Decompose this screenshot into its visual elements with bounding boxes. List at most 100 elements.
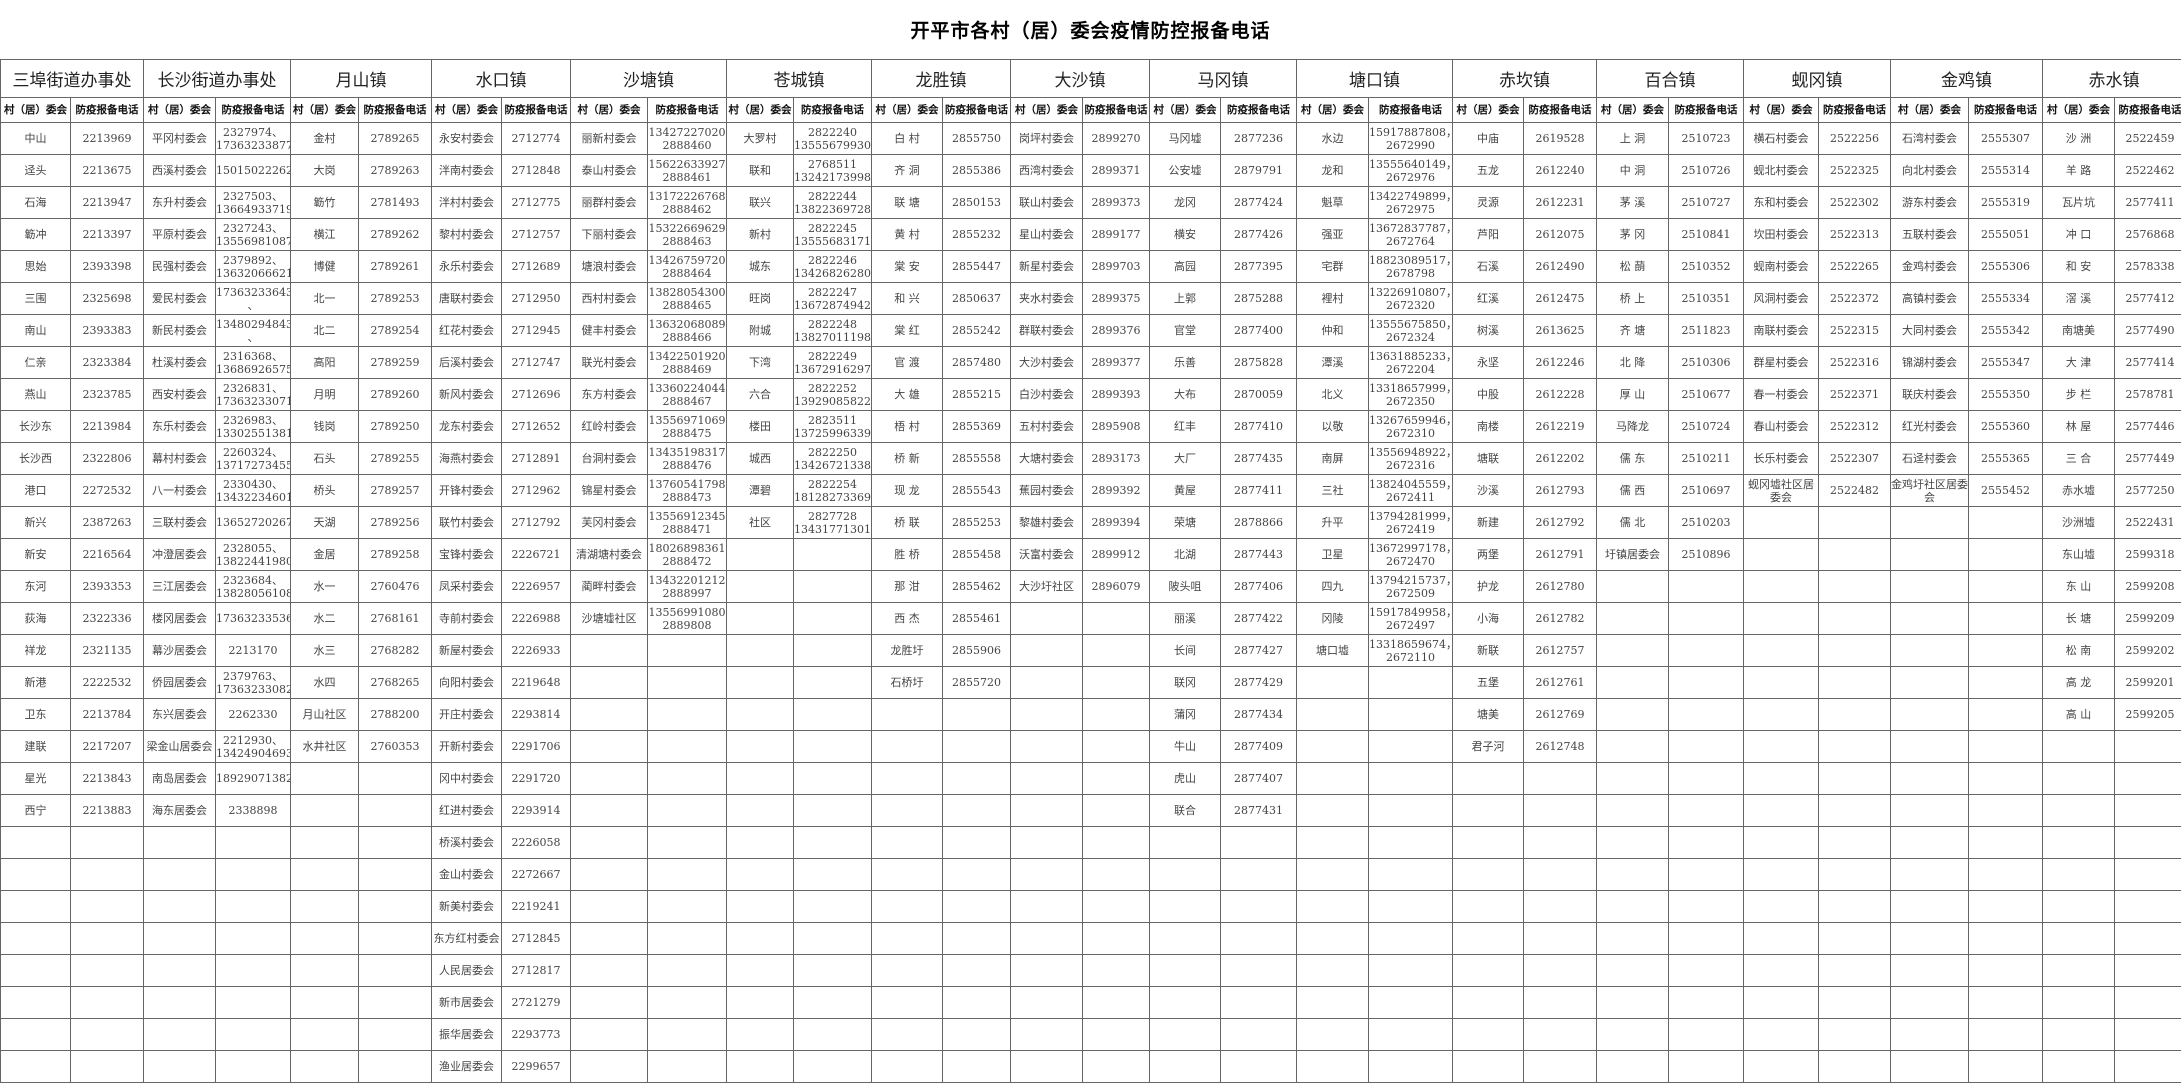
phone-cell: [1969, 763, 2043, 795]
committee-cell: 侨园居委会: [144, 667, 216, 699]
phone-cell: [648, 1019, 727, 1051]
phone-cell: [1669, 1019, 1744, 1051]
phone-cell: 13226910807， 2672320: [1369, 283, 1453, 315]
phone-cell: 2613625: [1524, 315, 1597, 347]
phone-cell: [1819, 923, 1891, 955]
phone-cell: 2877424: [1221, 187, 1297, 219]
phone-cell: 18929071382: [216, 763, 291, 795]
phone-cell: 2896079: [1083, 571, 1150, 603]
committee-cell: [1453, 795, 1524, 827]
committee-cell: [571, 635, 648, 667]
committee-cell: 杜溪村委会: [144, 347, 216, 379]
phone-cell: [1819, 891, 1891, 923]
phone-cell: [1969, 731, 2043, 763]
committee-cell: 东河: [1, 571, 71, 603]
phone-cell: 2555360: [1969, 411, 2043, 443]
committee-cell: [1597, 731, 1669, 763]
phone-cell: [1369, 731, 1453, 763]
phone-cell: [1819, 699, 1891, 731]
committee-cell: 新民村委会: [144, 315, 216, 347]
phone-cell: [71, 827, 144, 859]
committee-cell: 大岗: [291, 155, 359, 187]
committee-cell: [2043, 763, 2115, 795]
phone-cell: 2877409: [1221, 731, 1297, 763]
phone-cell: 2822246 13426826280: [794, 251, 872, 283]
phone-cell: [2115, 1019, 2181, 1051]
committee-cell: [1744, 1051, 1819, 1083]
committee-cell: 高阳: [291, 347, 359, 379]
committee-cell: [1011, 955, 1083, 987]
phone-cell: [794, 603, 872, 635]
phone-column-header: 防疫报备电话: [1369, 98, 1453, 123]
phone-cell: 2855462: [943, 571, 1011, 603]
committee-cell: 芙冈村委会: [571, 507, 648, 539]
committee-cell: 红溪: [1453, 283, 1524, 315]
phone-cell: [1969, 1019, 2043, 1051]
committee-cell: 清湖塘村委会: [571, 539, 648, 571]
phone-cell: [1969, 987, 2043, 1019]
committee-cell: 东方红村委会: [432, 923, 502, 955]
phone-cell: [794, 795, 872, 827]
phone-cell: 2612757: [1524, 635, 1597, 667]
phone-cell: 13632068089 2888466: [648, 315, 727, 347]
phone-cell: 2768161: [359, 603, 432, 635]
committee-cell: 寺前村委会: [432, 603, 502, 635]
committee-cell: [1, 827, 71, 859]
committee-cell: 高 山: [2043, 699, 2115, 731]
committee-cell: 中 洞: [1597, 155, 1669, 187]
phone-cell: 13435198317 2888476: [648, 443, 727, 475]
committee-cell: 幕村村委会: [144, 443, 216, 475]
committee-cell: 虎山: [1150, 763, 1221, 795]
phone-cell: 17363233536: [216, 603, 291, 635]
phone-cell: 2877431: [1221, 795, 1297, 827]
committee-cell: [727, 987, 794, 1019]
phone-cell: 2522312: [1819, 411, 1891, 443]
committee-cell: [727, 1051, 794, 1083]
committee-cell: [2043, 1019, 2115, 1051]
phone-cell: [1524, 1051, 1597, 1083]
committee-cell: [1297, 699, 1369, 731]
phone-cell: 2781493: [359, 187, 432, 219]
phone-cell: [1083, 987, 1150, 1019]
phone-cell: [1083, 603, 1150, 635]
committee-cell: 齐 洞: [872, 155, 943, 187]
committee-cell: 星山村委会: [1011, 219, 1083, 251]
phone-cell: 2855369: [943, 411, 1011, 443]
committee-cell: [2043, 859, 2115, 891]
phone-cell: [1524, 987, 1597, 1019]
committee-cell: [727, 699, 794, 731]
phone-cell: [1221, 1019, 1297, 1051]
committee-cell: 联和: [727, 155, 794, 187]
phone-cell: 2612202: [1524, 443, 1597, 475]
committee-cell: [1744, 827, 1819, 859]
committee-cell: 小海: [1453, 603, 1524, 635]
phone-cell: 2510726: [1669, 155, 1744, 187]
phone-cell: 2712696: [502, 379, 571, 411]
phone-cell: [1083, 923, 1150, 955]
committee-cell: 芦阳: [1453, 219, 1524, 251]
committee-cell: 石溪: [1453, 251, 1524, 283]
committee-cell: [1891, 539, 1969, 571]
phone-cell: 2522372: [1819, 283, 1891, 315]
committee-cell: 塘口墟: [1297, 635, 1369, 667]
phone-cell: 13422749899， 2672975: [1369, 187, 1453, 219]
phone-cell: [943, 955, 1011, 987]
phone-cell: [1819, 507, 1891, 539]
committee-cell: 水四: [291, 667, 359, 699]
phone-cell: 13426759720 2888464: [648, 251, 727, 283]
phone-cell: 2612748: [1524, 731, 1597, 763]
committee-column-header: 村（居）委会: [1453, 98, 1524, 123]
committee-cell: 石海: [1, 187, 71, 219]
committee-cell: 高 龙: [2043, 667, 2115, 699]
phone-cell: 13631885233， 2672204: [1369, 347, 1453, 379]
phone-cell: 2522302: [1819, 187, 1891, 219]
phone-cell: [1669, 955, 1744, 987]
phone-cell: 2822247 13672874942: [794, 283, 872, 315]
phone-cell: [1369, 827, 1453, 859]
committee-cell: 港口: [1, 475, 71, 507]
committee-cell: [1891, 763, 1969, 795]
committee-cell: 黎村村委会: [432, 219, 502, 251]
